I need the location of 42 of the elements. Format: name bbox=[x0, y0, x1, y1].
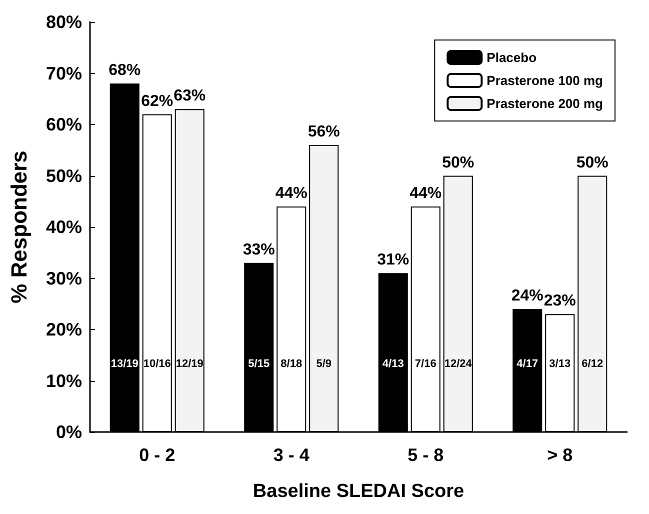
legend-label: Placebo bbox=[486, 50, 537, 65]
data-label: 63% bbox=[174, 88, 206, 105]
y-tick-label: 0% bbox=[56, 422, 82, 442]
y-axis-title: % Responders bbox=[6, 150, 32, 304]
annotation: 5/9 bbox=[316, 358, 332, 370]
data-label: 44% bbox=[275, 185, 308, 202]
annotation: 4/17 bbox=[516, 358, 538, 370]
annotation: 6/12 bbox=[582, 358, 604, 370]
annotation: 4/13 bbox=[382, 358, 404, 370]
x-tick-label: 5 - 8 bbox=[408, 445, 444, 465]
annotation: 13/19 bbox=[110, 358, 138, 370]
annotation: 8/18 bbox=[280, 358, 302, 370]
x-tick-label: > 8 bbox=[547, 445, 573, 465]
annotation: 10/16 bbox=[143, 358, 171, 370]
data-label: 44% bbox=[410, 185, 442, 202]
x-tick-label: 3 - 4 bbox=[273, 445, 310, 465]
y-tick-label: 70% bbox=[46, 63, 82, 84]
data-label: 33% bbox=[242, 241, 275, 258]
data-label: 56% bbox=[308, 124, 340, 140]
annotation: 12/24 bbox=[444, 358, 473, 370]
data-label: 31% bbox=[377, 252, 410, 269]
data-label: 50% bbox=[576, 154, 608, 172]
data-label: 68% bbox=[108, 62, 141, 79]
data-label: 23% bbox=[544, 292, 576, 310]
y-tick-label: 50% bbox=[46, 166, 82, 186]
x-tick-label: 0 - 2 bbox=[139, 445, 176, 465]
annotation: 3/13 bbox=[549, 358, 571, 370]
annotation: 12/19 bbox=[176, 358, 204, 370]
y-tick-label: 60% bbox=[46, 114, 82, 134]
y-tick-label: 30% bbox=[46, 268, 82, 288]
data-label: 24% bbox=[511, 288, 544, 304]
data-label: 62% bbox=[141, 92, 174, 110]
legend-label: Prasterone 200 mg bbox=[486, 96, 604, 111]
legend-label: Prasterone 100 mg bbox=[486, 73, 604, 88]
y-tick-label: 10% bbox=[46, 370, 82, 391]
x-axis-title: Baseline SLEDAI Score bbox=[252, 481, 464, 502]
y-tick-label: 80% bbox=[46, 12, 82, 32]
y-tick-label: 20% bbox=[46, 320, 82, 340]
y-tick-label: 40% bbox=[46, 217, 82, 237]
annotation: 7/16 bbox=[414, 358, 436, 370]
annotation: 5/15 bbox=[248, 358, 270, 370]
data-label: 50% bbox=[442, 154, 474, 172]
